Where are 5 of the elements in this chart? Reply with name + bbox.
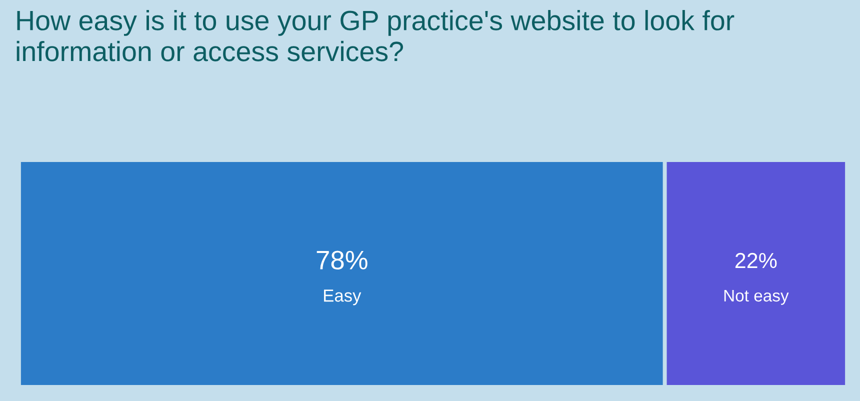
series-label: Not easy bbox=[724, 290, 789, 305]
data-label: 78% bbox=[316, 250, 368, 270]
chart-title: How easy is it to use your GP practice's website to look for information or access services? bbox=[16, 10, 734, 62]
data-label: 22% bbox=[735, 252, 777, 268]
series-label: Easy bbox=[324, 290, 362, 306]
